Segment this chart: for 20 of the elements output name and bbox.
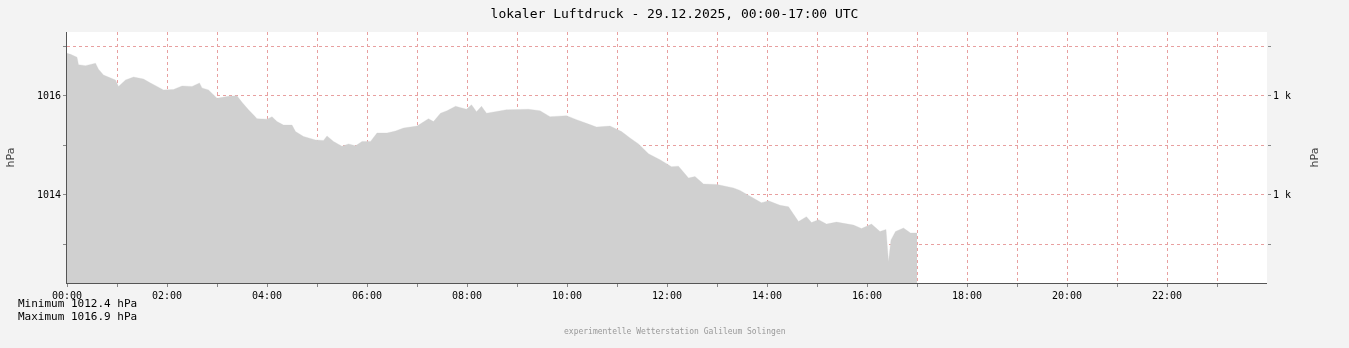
x-tick-label: 16:00 [851,290,883,301]
y2-tick-label: 1 k [1273,90,1292,102]
x-tick-label: 18:00 [951,290,983,301]
x-tick-label: 10:00 [551,290,583,301]
y2-axis-title: hPa [1308,147,1322,168]
text: Maximum 1016.9 hPa [18,310,138,323]
x-tick-label: 22:00 [1151,290,1183,301]
x-tick-label: 20:00 [1051,290,1083,301]
x-tick-label: 12:00 [651,290,683,301]
y-tick-label: 1016 [36,90,61,102]
x-tick-label: 04:00 [251,290,283,301]
y-tick-label: 1014 [36,189,61,201]
y2-tick-label: 1 k [1273,189,1292,201]
x-tick-label: 02:00 [151,290,183,301]
x-tick-label: 06:00 [351,290,383,301]
text: experimentelle Wetterstation Galileum Solingen [564,327,786,336]
y-axis-title: hPa [3,147,17,168]
chart-title: lokaler Luftdruck - 29.12.2025, 00:00-17:00 UTC [490,6,859,22]
x-tick-label: 08:00 [451,290,483,301]
x-tick-label: 14:00 [751,290,783,301]
